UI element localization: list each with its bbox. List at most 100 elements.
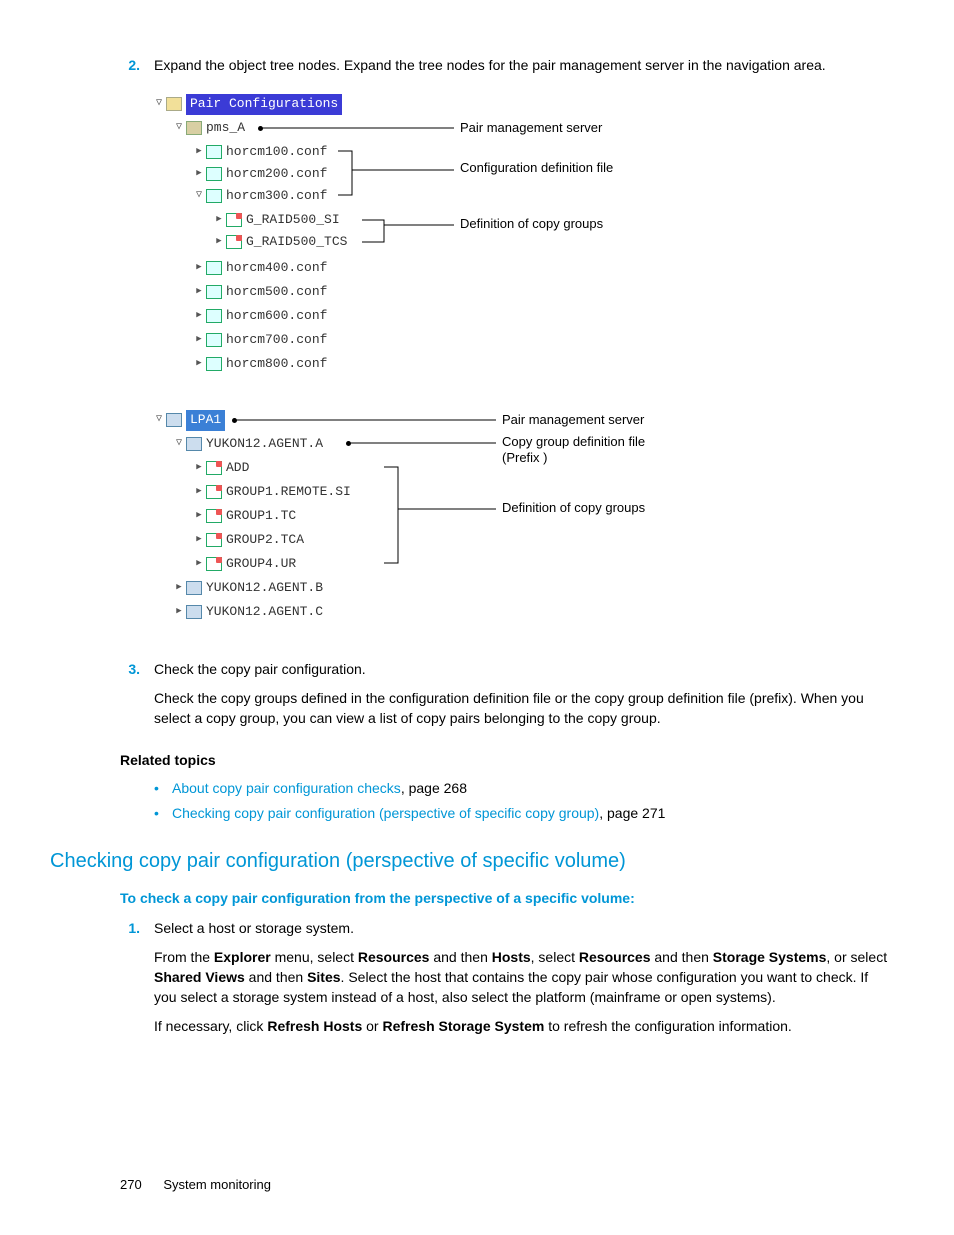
triangle-closed-icon	[194, 533, 204, 548]
related-link[interactable]: Checking copy pair configuration (perspe…	[172, 805, 599, 821]
triangle-closed-icon	[194, 557, 204, 572]
group-icon	[206, 533, 222, 547]
group-icon	[226, 213, 242, 227]
triangle-closed-icon	[214, 235, 224, 250]
step1b-p3: If necessary, click Refresh Hosts or Ref…	[154, 1016, 894, 1036]
server-icon	[186, 121, 202, 135]
step3-p2: Check the copy groups defined in the con…	[154, 688, 894, 729]
tree-label: horcm700.conf	[226, 331, 327, 350]
step-body: Select a host or storage system. From th…	[154, 918, 894, 1043]
tree-label: GROUP4.UR	[226, 555, 296, 574]
step1b-p2: From the Explorer menu, select Resources…	[154, 947, 894, 1008]
related-heading: Related topics	[120, 750, 894, 770]
diagram-annotation: Pair management server	[460, 119, 602, 138]
blue-icon	[186, 581, 202, 595]
tree-label: GROUP1.REMOTE.SI	[226, 483, 351, 502]
triangle-closed-icon	[194, 167, 204, 182]
tree-label: GROUP2.TCA	[226, 531, 304, 550]
tree-node: YUKON12.AGENT.A	[174, 433, 323, 455]
page-number: 270	[120, 1177, 142, 1192]
tree-label: horcm100.conf	[226, 143, 327, 162]
triangle-closed-icon	[194, 357, 204, 372]
tree-label: G_RAID500_TCS	[246, 233, 347, 252]
section-title: Checking copy pair configuration (perspe…	[50, 847, 894, 876]
tree-label: horcm800.conf	[226, 355, 327, 374]
related-topics: Related topics About copy pair configura…	[120, 750, 894, 823]
tree-label: YUKON12.AGENT.A	[206, 435, 323, 454]
conf-icon	[206, 357, 222, 371]
step3-p1: Check the copy pair configuration.	[154, 659, 894, 679]
connector-dot	[346, 441, 351, 446]
triangle-open-icon	[194, 189, 204, 204]
tree-node: horcm500.conf	[194, 281, 327, 303]
related-list: About copy pair configuration checks, pa…	[154, 778, 894, 823]
tree-label: horcm500.conf	[226, 283, 327, 302]
step1b-p1: Select a host or storage system.	[154, 918, 894, 938]
group-icon	[206, 509, 222, 523]
tree-node: horcm800.conf	[194, 353, 327, 375]
tree-node: horcm400.conf	[194, 257, 327, 279]
step-text: Expand the object tree nodes. Expand the…	[154, 55, 894, 75]
related-tail: , page 271	[599, 805, 665, 821]
tree-node: GROUP1.REMOTE.SI	[194, 481, 351, 503]
tree-node: horcm700.conf	[194, 329, 327, 351]
diagram-annotation: Definition of copy groups	[502, 499, 645, 518]
step-1b: 1. Select a host or storage system. From…	[120, 918, 894, 1043]
triangle-open-icon	[154, 97, 164, 112]
conf-icon	[206, 167, 222, 181]
tree-node: pms_A	[174, 117, 245, 139]
tree-node: Pair Configurations	[154, 93, 342, 115]
group-icon	[226, 235, 242, 249]
tree-label: horcm300.conf	[226, 187, 327, 206]
triangle-closed-icon	[174, 581, 184, 596]
tree-node: G_RAID500_TCS	[214, 231, 347, 253]
diagram-annotation: (Prefix )	[502, 449, 548, 468]
connector-dot	[258, 126, 263, 131]
tree-node: YUKON12.AGENT.B	[174, 577, 323, 599]
triangle-closed-icon	[194, 285, 204, 300]
triangle-closed-icon	[214, 213, 224, 228]
triangle-closed-icon	[174, 605, 184, 620]
step-3: 3. Check the copy pair configuration. Ch…	[120, 659, 894, 736]
tree-label: horcm400.conf	[226, 259, 327, 278]
tree-node: horcm600.conf	[194, 305, 327, 327]
tree-node: ADD	[194, 457, 249, 479]
related-item: About copy pair configuration checks, pa…	[154, 778, 894, 798]
tree-label: LPA1	[186, 410, 225, 431]
conf-icon	[206, 309, 222, 323]
triangle-closed-icon	[194, 261, 204, 276]
step-body: Check the copy pair configuration. Check…	[154, 659, 894, 736]
conf-icon	[206, 261, 222, 275]
tree-node: horcm100.conf	[194, 141, 327, 163]
related-link[interactable]: About copy pair configuration checks	[172, 780, 401, 796]
folder-icon	[166, 97, 182, 111]
chapter-name: System monitoring	[163, 1177, 271, 1192]
triangle-closed-icon	[194, 485, 204, 500]
tree-node: GROUP2.TCA	[194, 529, 304, 551]
related-tail: , page 268	[401, 780, 467, 796]
tree-node: horcm300.conf	[194, 185, 327, 207]
triangle-closed-icon	[194, 333, 204, 348]
diagram-annotation: Pair management server	[502, 411, 644, 430]
connector-dot	[232, 418, 237, 423]
diagram-annotation: Definition of copy groups	[460, 215, 603, 234]
conf-icon	[206, 333, 222, 347]
triangle-open-icon	[174, 121, 184, 136]
tree-label: Pair Configurations	[186, 94, 342, 115]
group-icon	[206, 557, 222, 571]
tree-label: G_RAID500_SI	[246, 211, 340, 230]
blue-icon	[186, 605, 202, 619]
triangle-open-icon	[154, 413, 164, 428]
blue-icon	[186, 437, 202, 451]
group-icon	[206, 485, 222, 499]
triangle-closed-icon	[194, 461, 204, 476]
related-item: Checking copy pair configuration (perspe…	[154, 803, 894, 823]
step-number: 3.	[120, 659, 154, 736]
triangle-open-icon	[174, 437, 184, 452]
diagram-annotation: Configuration definition file	[460, 159, 613, 178]
tree-node: GROUP1.TC	[194, 505, 296, 527]
triangle-closed-icon	[194, 309, 204, 324]
step-2: 2. Expand the object tree nodes. Expand …	[120, 55, 894, 83]
tree-diagram: Pair Configurationspms_A horcm100.conf hor…	[154, 93, 894, 641]
section-intro: To check a copy pair configuration from …	[120, 888, 894, 908]
